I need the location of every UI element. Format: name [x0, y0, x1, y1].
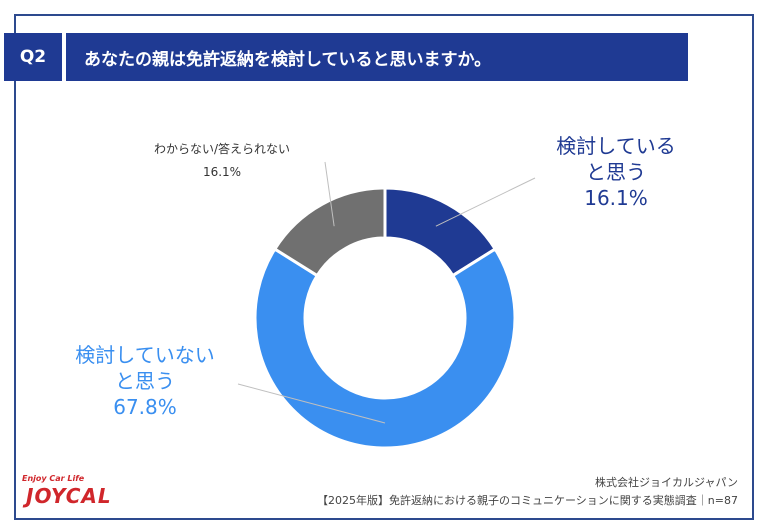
label-unknown-line1: わからない/答えられない — [153, 142, 291, 156]
label-not-considering: 検討していない と思う 67.8% — [50, 342, 240, 420]
label-considering: 検討している と思う 16.1% — [536, 133, 696, 211]
footer: 株式会社ジョイカルジャパン 【2025年版】免許返納における親子のコミュニケーシ… — [317, 474, 738, 509]
footer-survey: 【2025年版】免許返納における親子のコミュニケーションに関する実態調査｜n=8… — [317, 493, 738, 507]
label-not-considering-line1: 検討していない — [75, 343, 215, 367]
label-considering-value: 16.1% — [584, 186, 648, 210]
question-badge: Q2 — [4, 33, 62, 81]
label-considering-line2: と思う — [586, 160, 646, 184]
label-unknown: わからない/答えられない 16.1% — [132, 138, 312, 184]
footer-company: 株式会社ジョイカルジャパン — [595, 476, 738, 489]
joycal-logo: Enjoy Car Life JOYCAL — [18, 474, 128, 514]
question-title: あなたの親は免許返納を検討していると思いますか。 — [66, 33, 688, 81]
label-considering-line1: 検討している — [556, 134, 676, 158]
leader-unknown — [324, 161, 335, 227]
label-unknown-value: 16.1% — [202, 164, 242, 179]
label-not-considering-line2: と思う — [115, 369, 175, 393]
slice-unknown — [272, 186, 387, 278]
label-not-considering-value: 67.8% — [113, 395, 177, 419]
logo-name: JOYCAL — [26, 484, 112, 508]
leader-not-considering — [237, 383, 386, 424]
leader-considering — [435, 177, 536, 227]
logo-tagline: Enjoy Car Life — [22, 474, 85, 483]
slice-not-considering — [253, 246, 517, 450]
